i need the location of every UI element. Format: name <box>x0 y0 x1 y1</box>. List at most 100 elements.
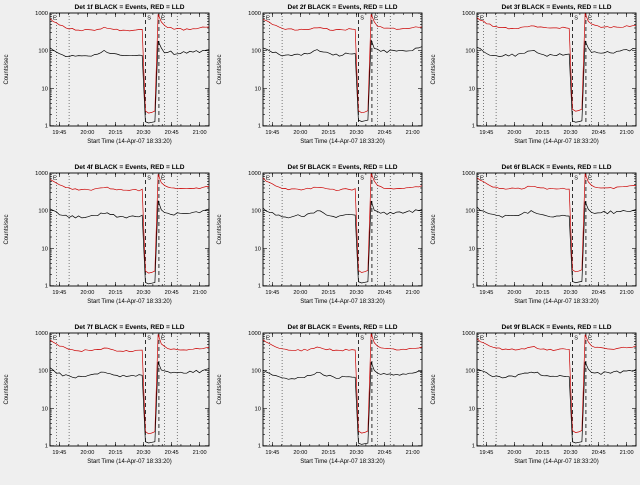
series-lld-red <box>49 174 209 274</box>
y-tick-label: 1 <box>45 444 48 450</box>
marker-letter: S <box>147 336 151 342</box>
x-tick-label: 20:00 <box>80 130 94 136</box>
x-tick-label: 21:00 <box>193 450 207 456</box>
marker-letter: E <box>588 176 592 182</box>
series-lld-red <box>49 334 210 435</box>
x-tick-label: 20:30 <box>563 130 577 136</box>
marker-letter: E <box>480 336 484 342</box>
x-axis-label: Start Time (14-Apr-07 18:33:20) <box>87 299 172 305</box>
x-tick-label: 21:00 <box>619 450 633 456</box>
y-tick-label: 100 <box>465 369 475 375</box>
x-axis-label: Start Time (14-Apr-07 18:33:20) <box>87 459 172 465</box>
series-events-black <box>263 200 423 284</box>
series-events-black <box>49 200 210 285</box>
x-tick-label: 20:00 <box>294 450 308 456</box>
marker-letter: E <box>480 176 484 182</box>
y-tick-label: 1000 <box>248 11 261 17</box>
x-tick-label: 20:30 <box>350 130 364 136</box>
x-tick-label: 19:45 <box>266 130 280 136</box>
marker-letter: E <box>374 176 378 182</box>
series-lld-red <box>476 334 636 433</box>
chart-panel-det-3f: Det 3f BLACK = Events, RED = LLD 1 10 100 10… <box>427 0 640 160</box>
y-tick-label: 100 <box>38 209 48 215</box>
series-events-black <box>476 201 636 284</box>
y-axis-label: Counts/sec <box>217 375 223 405</box>
x-tick-label: 20:45 <box>378 450 392 456</box>
series-events-black <box>49 361 210 444</box>
series-lld-red <box>476 173 636 273</box>
marker-letter: E <box>53 176 57 182</box>
axis-box <box>476 12 637 127</box>
y-tick-label: 100 <box>252 369 262 375</box>
x-tick-label: 21:00 <box>193 290 207 296</box>
x-tick-label: 20:30 <box>350 450 364 456</box>
chart-panel-det-7f: Det 7f BLACK = Events, RED = LLD 1 10 100 10… <box>0 320 213 480</box>
x-axis-label: Start Time (14-Apr-07 18:33:20) <box>301 139 386 145</box>
y-tick-label: 10 <box>42 246 48 252</box>
marker-letter: E <box>480 16 484 22</box>
y-tick-label: 10 <box>42 406 48 412</box>
y-tick-label: 1000 <box>462 171 475 177</box>
x-tick-label: 21:00 <box>619 130 633 136</box>
axis-box <box>262 172 423 287</box>
x-tick-label: 20:15 <box>535 450 549 456</box>
axis-box <box>476 332 637 447</box>
x-tick-label: 20:30 <box>563 450 577 456</box>
panel-title: Det 7f BLACK = Events, RED = LLD <box>74 324 184 331</box>
y-tick-label: 1000 <box>462 331 475 337</box>
panel-svg-det-5f: Det 5f BLACK = Events, RED = LLD 1 10 100 10… <box>217 164 423 305</box>
x-tick-label: 21:00 <box>619 290 633 296</box>
y-tick-label: 1000 <box>248 171 261 177</box>
marker-letter: E <box>266 336 270 342</box>
x-axis-label: Start Time (14-Apr-07 18:33:20) <box>514 459 599 465</box>
panel-title: Det 1f BLACK = Events, RED = LLD <box>74 4 184 11</box>
marker-letter: E <box>161 176 165 182</box>
x-tick-label: 20:15 <box>535 290 549 296</box>
panel-title: Det 4f BLACK = Events, RED = LLD <box>74 164 184 171</box>
marker-letter: E <box>161 16 165 22</box>
series-events-black <box>476 40 636 123</box>
y-tick-label: 1000 <box>35 171 48 177</box>
series-events-black <box>263 361 423 445</box>
series-events-black <box>263 39 423 122</box>
x-tick-label: 20:00 <box>294 290 308 296</box>
y-tick-label: 1 <box>471 284 474 290</box>
x-tick-label: 20:45 <box>165 130 179 136</box>
x-tick-label: 19:45 <box>479 130 493 136</box>
chart-panel-det-2f: Det 2f BLACK = Events, RED = LLD 1 10 100 10… <box>213 0 426 160</box>
x-tick-label: 20:45 <box>591 290 605 296</box>
chart-panel-det-6f: Det 6f BLACK = Events, RED = LLD 1 10 100 10… <box>427 160 640 320</box>
panel-svg-det-8f: Det 8f BLACK = Events, RED = LLD 1 10 100 10… <box>217 324 423 465</box>
marker-letter: E <box>266 16 270 22</box>
marker-letter: E <box>53 16 57 22</box>
x-tick-label: 20:15 <box>322 450 336 456</box>
x-axis-label: Start Time (14-Apr-07 18:33:20) <box>514 139 599 145</box>
axis-box <box>49 172 210 287</box>
y-tick-label: 10 <box>42 86 48 92</box>
y-tick-label: 1 <box>471 124 474 130</box>
marker-letter: S <box>574 16 578 22</box>
y-axis-label: Counts/sec <box>4 215 10 245</box>
chart-panel-det-9f: Det 9f BLACK = Events, RED = LLD 1 10 100 10… <box>427 320 640 480</box>
y-tick-label: 1000 <box>35 11 48 17</box>
axis-box <box>262 12 423 127</box>
x-tick-label: 20:30 <box>137 130 151 136</box>
marker-letter: E <box>266 176 270 182</box>
y-tick-label: 10 <box>255 406 261 412</box>
panel-svg-det-2f: Det 2f BLACK = Events, RED = LLD 1 10 100 10… <box>217 4 423 145</box>
y-tick-label: 1 <box>45 124 48 130</box>
x-tick-label: 20:00 <box>80 290 94 296</box>
marker-letter: S <box>574 336 578 342</box>
panel-svg-det-1f: Det 1f BLACK = Events, RED = LLD 1 10 100 10… <box>4 4 210 145</box>
series-events-black <box>476 361 636 444</box>
x-tick-label: 21:00 <box>406 450 420 456</box>
x-tick-label: 20:00 <box>507 290 521 296</box>
series-events-black <box>49 40 210 124</box>
series-lld-red <box>263 14 423 114</box>
x-tick-label: 21:00 <box>406 130 420 136</box>
x-tick-label: 20:30 <box>563 290 577 296</box>
x-tick-label: 20:00 <box>80 450 94 456</box>
y-tick-label: 10 <box>255 246 261 252</box>
x-tick-label: 20:15 <box>535 130 549 136</box>
x-tick-label: 20:15 <box>109 450 123 456</box>
